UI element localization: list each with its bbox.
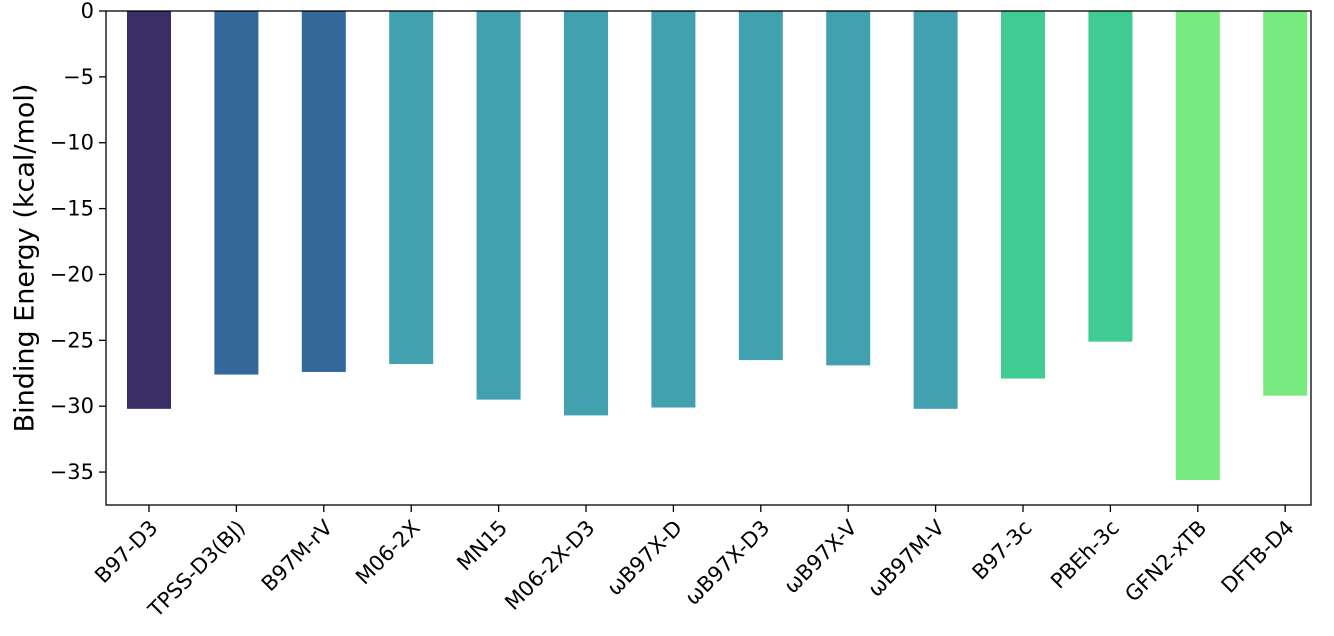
y-tick-label-2: −10: [50, 131, 94, 155]
bars-group: [127, 11, 1308, 480]
bar-2: [301, 11, 346, 372]
bar-3: [389, 11, 434, 365]
bar-12: [1175, 11, 1220, 480]
x-tick-label-2: B97M-rV: [257, 515, 338, 596]
y-tick-label-5: −25: [50, 328, 94, 352]
y-axis-label: Binding Energy (kcal/mol): [10, 84, 41, 433]
y-tick-label-7: −35: [50, 460, 94, 484]
bar-6: [651, 11, 696, 408]
x-tick-label-8: ωB97X-V: [779, 515, 862, 598]
x-tick-label-9: ωB97M-V: [863, 515, 949, 601]
bar-4: [476, 11, 521, 400]
x-tick-label-0: B97-D3: [90, 516, 162, 588]
x-tick-label-6: ωB97X-D: [602, 516, 687, 601]
y-axis-ticks: 0 −5 −10 −15 −20 −25 −30 −35: [50, 0, 106, 484]
bar-10: [1001, 11, 1045, 379]
x-tick-label-10: B97-3c: [968, 516, 1037, 585]
bar-8: [826, 11, 871, 366]
x-tick-label-12: GFN2-xTB: [1120, 516, 1211, 607]
bar-11: [1088, 11, 1133, 342]
y-tick-label-1: −5: [63, 65, 94, 89]
bar-9: [913, 11, 958, 409]
x-tick-label-7: ωB97X-D3: [680, 516, 774, 610]
y-tick-label-4: −20: [50, 262, 94, 286]
x-tick-label-13: DFTB-D4: [1217, 516, 1299, 598]
plot-frame: [105, 10, 1312, 506]
bar-1: [214, 11, 259, 375]
y-tick-label-0: 0: [81, 0, 94, 23]
bar-5: [564, 11, 608, 416]
y-tick-label-3: −15: [50, 197, 94, 221]
bar-7: [738, 11, 783, 361]
x-tick-label-3: M06-2X: [351, 516, 425, 590]
x-tick-label-11: PBEh-3c: [1046, 516, 1124, 594]
x-tick-label-4: MN15: [452, 516, 512, 576]
bar-13: [1263, 11, 1308, 396]
bar-0: [127, 11, 171, 409]
x-tick-label-5: M06-2X-D3: [500, 516, 599, 615]
y-tick-label-6: −30: [50, 394, 94, 418]
